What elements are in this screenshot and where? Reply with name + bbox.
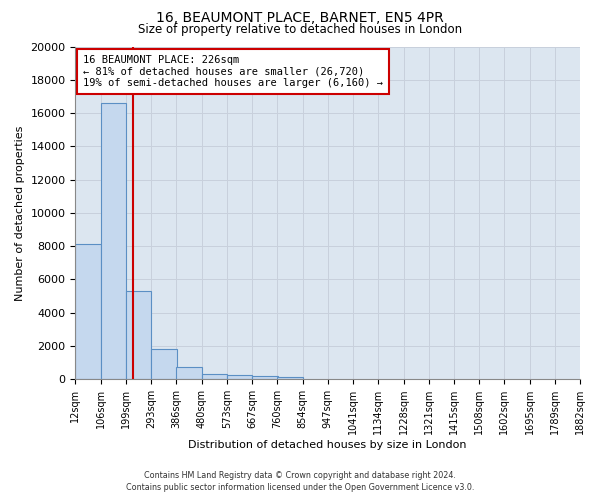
- Text: Contains HM Land Registry data © Crown copyright and database right 2024.
Contai: Contains HM Land Registry data © Crown c…: [126, 471, 474, 492]
- Bar: [277, 376, 302, 379]
- Bar: [202, 374, 227, 379]
- Bar: [176, 366, 202, 379]
- Bar: [76, 244, 101, 379]
- Y-axis label: Number of detached properties: Number of detached properties: [15, 125, 25, 300]
- Bar: [252, 376, 278, 379]
- Text: Size of property relative to detached houses in London: Size of property relative to detached ho…: [138, 22, 462, 36]
- Text: 16, BEAUMONT PLACE, BARNET, EN5 4PR: 16, BEAUMONT PLACE, BARNET, EN5 4PR: [156, 11, 444, 25]
- Bar: [227, 375, 252, 379]
- Bar: [151, 350, 176, 379]
- Bar: [101, 103, 126, 379]
- Text: 16 BEAUMONT PLACE: 226sqm
← 81% of detached houses are smaller (26,720)
19% of s: 16 BEAUMONT PLACE: 226sqm ← 81% of detac…: [83, 55, 383, 88]
- X-axis label: Distribution of detached houses by size in London: Distribution of detached houses by size …: [188, 440, 467, 450]
- Bar: [126, 291, 151, 379]
